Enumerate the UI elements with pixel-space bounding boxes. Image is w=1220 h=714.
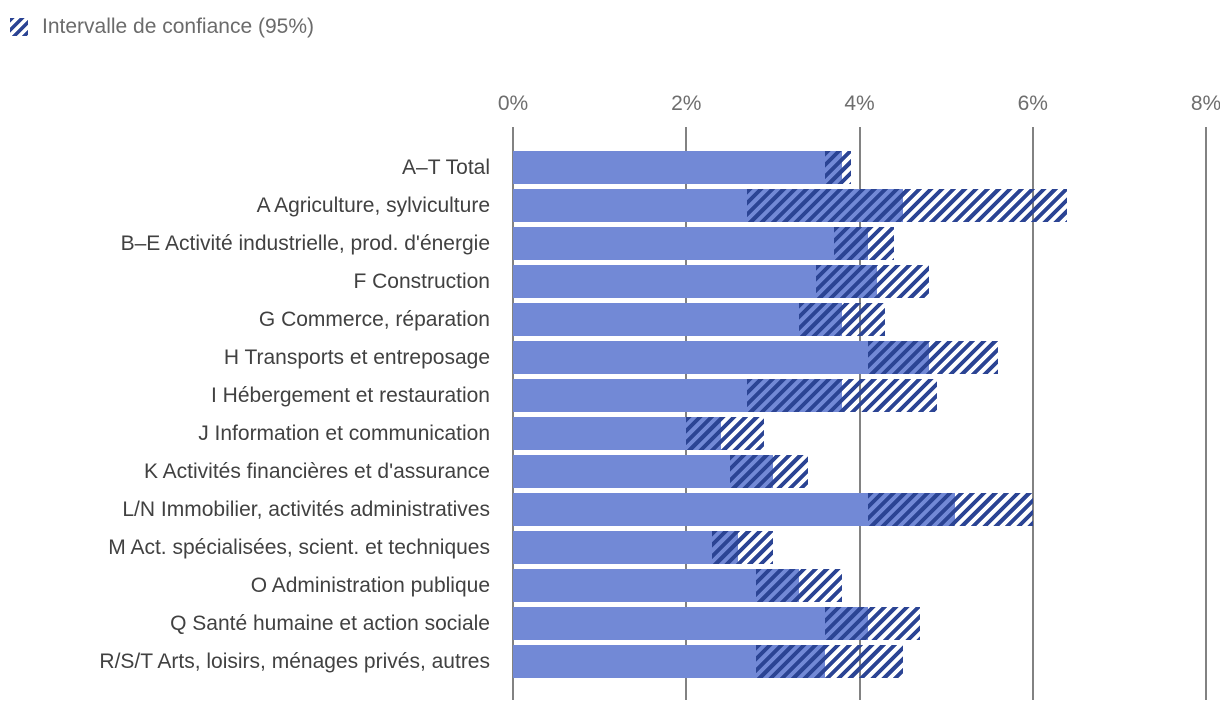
confidence-interval-hatch — [746, 189, 1068, 222]
x-axis-tick-mark — [858, 127, 861, 140]
confidence-interval-hatch — [712, 531, 773, 564]
x-axis-tick-label: 4% — [844, 92, 875, 115]
category-label: R/S/T Arts, loisirs, ménages privés, aut… — [99, 649, 490, 673]
estimate-bar — [513, 417, 721, 450]
bar-row — [513, 265, 1206, 298]
plot-area — [512, 140, 1207, 700]
category-label: I Hébergement et restauration — [211, 383, 490, 407]
x-axis-tick-mark — [1031, 127, 1034, 140]
bar-row — [513, 455, 1206, 488]
confidence-interval-hatch — [824, 151, 851, 184]
bar-row — [513, 303, 1206, 336]
confidence-interval-hatch-icon — [10, 18, 28, 36]
category-label: Q Santé humaine et action sociale — [170, 611, 490, 635]
confidence-interval-hatch — [798, 303, 886, 336]
bar-row — [513, 417, 1206, 450]
estimate-bar — [513, 265, 877, 298]
bar-row — [513, 607, 1206, 640]
x-axis-tick-mark — [1205, 127, 1207, 140]
x-axis-tick-mark — [512, 127, 514, 140]
x-axis-tick-mark — [685, 127, 688, 140]
category-label: H Transports et entreposage — [223, 345, 490, 369]
category-label: A–T Total — [402, 155, 490, 179]
category-label: L/N Immobilier, activités administrative… — [122, 497, 490, 521]
confidence-interval-hatch — [686, 417, 765, 450]
confidence-interval-hatch — [755, 645, 903, 678]
gridline — [1205, 140, 1207, 700]
x-axis-tick-label: 2% — [671, 92, 702, 115]
bar-row — [513, 569, 1206, 602]
bar-row — [513, 227, 1206, 260]
estimate-bar — [513, 607, 869, 640]
legend-label: Intervalle de confiance (95%) — [42, 15, 314, 38]
legend: Intervalle de confiance (95%) — [10, 15, 314, 39]
bar-row — [513, 151, 1206, 184]
estimate-bar — [513, 531, 739, 564]
confidence-interval-hatch — [755, 569, 843, 602]
bar-row — [513, 493, 1206, 526]
estimate-bar — [513, 569, 799, 602]
category-label: A Agriculture, sylviculture — [256, 193, 490, 217]
category-label: G Commerce, réparation — [258, 307, 490, 331]
category-label: K Activités financières et d'assurance — [143, 459, 490, 483]
x-axis-tick-label: 0% — [497, 92, 529, 115]
bar-row — [513, 341, 1206, 374]
estimate-bar — [513, 151, 843, 184]
bar-row — [513, 189, 1206, 222]
confidence-interval-hatch — [868, 341, 999, 374]
confidence-interval-hatch — [816, 265, 929, 298]
category-label: J Information et communication — [198, 421, 490, 445]
category-label: F Construction — [353, 269, 490, 293]
bar-row — [513, 531, 1206, 564]
confidence-interval-hatch — [729, 455, 808, 488]
x-axis-tick-label: 6% — [1017, 92, 1048, 115]
estimate-bar — [513, 341, 929, 374]
gridline — [858, 140, 861, 700]
estimate-bar — [513, 303, 843, 336]
estimate-bar — [513, 227, 869, 260]
category-label: M Act. spécialisées, scient. et techniqu… — [108, 535, 490, 559]
bar-row — [513, 379, 1206, 412]
category-label: O Administration publique — [250, 573, 490, 597]
gridline — [1031, 140, 1034, 700]
confidence-interval-hatch — [868, 493, 1033, 526]
category-label: B–E Activité industrielle, prod. d'énerg… — [120, 231, 490, 255]
confidence-interval-hatch — [824, 607, 921, 640]
x-axis-tick-label: 8% — [1190, 92, 1220, 115]
confidence-interval-hatch — [833, 227, 895, 260]
confidence-interval-hatch — [746, 379, 938, 412]
bar-row — [513, 645, 1206, 678]
